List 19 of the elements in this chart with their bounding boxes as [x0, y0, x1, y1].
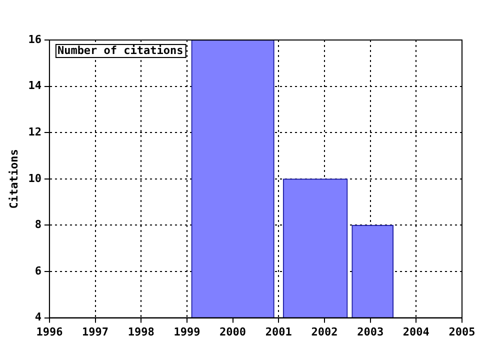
x-tick-label: 1999	[174, 325, 200, 338]
y-tick-label: 14	[28, 79, 42, 92]
y-tick-label: 10	[28, 172, 42, 185]
y-tick-label: 16	[28, 32, 42, 46]
y-axis-title: Citations	[7, 149, 20, 209]
y-tick-label: 12	[28, 125, 42, 138]
x-tick-label: 1998	[128, 325, 154, 338]
x-tick-label: 2001	[265, 325, 292, 338]
y-tick-label: 4	[34, 310, 42, 324]
x-tick-label: 2005	[448, 325, 476, 338]
x-tick-label: 1996	[36, 325, 64, 338]
x-tick-label: 1997	[82, 325, 109, 338]
y-tick-label: 8	[34, 218, 42, 232]
x-tick-label: 2002	[311, 325, 338, 338]
y-tick-label: 6	[34, 264, 42, 278]
x-tick-label: 2000	[220, 325, 246, 338]
x-tick-label: 2004	[402, 325, 430, 338]
series-label: Number of citations	[57, 44, 184, 57]
x-tick-label: 2003	[357, 325, 384, 338]
